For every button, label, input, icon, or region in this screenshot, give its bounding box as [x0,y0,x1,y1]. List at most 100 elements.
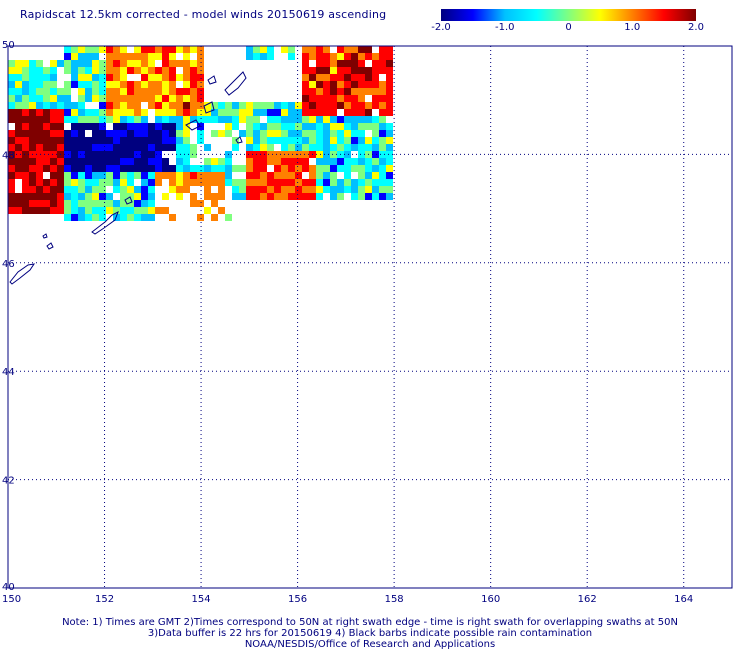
wind-difference-cell [148,130,155,137]
wind-difference-cell [134,137,141,144]
wind-difference-cell [29,130,36,137]
wind-difference-cell [78,165,85,172]
wind-difference-cell [106,60,113,67]
wind-difference-cell [43,179,50,186]
wind-difference-cell [246,53,253,60]
wind-difference-cell [85,67,92,74]
wind-difference-cell [183,144,190,151]
wind-difference-cell [344,67,351,74]
wind-difference-cell [281,102,288,109]
latitude-label: 42 [2,476,15,487]
wind-difference-cell [141,179,148,186]
wind-difference-cell [232,116,239,123]
wind-difference-cell [309,109,316,116]
wind-difference-cell [204,165,211,172]
wind-difference-cell [71,60,78,67]
wind-difference-cell [141,200,148,207]
wind-difference-cell [78,81,85,88]
wind-difference-cell [302,179,309,186]
wind-difference-cell [85,81,92,88]
wind-difference-cell [85,172,92,179]
wind-difference-cell [372,193,379,200]
wind-difference-cell [330,102,337,109]
wind-difference-cell [50,67,57,74]
wind-difference-cell [344,158,351,165]
wind-difference-cell [337,123,344,130]
wind-difference-cell [379,137,386,144]
wind-difference-cell [309,130,316,137]
wind-difference-cell [211,116,218,123]
wind-difference-cell [36,88,43,95]
wind-difference-cell [113,186,120,193]
wind-difference-cell [379,172,386,179]
wind-difference-cell [127,81,134,88]
wind-difference-cell [148,179,155,186]
wind-difference-cell [316,88,323,95]
wind-difference-cell [379,130,386,137]
wind-difference-cell [36,179,43,186]
wind-difference-cell [197,137,204,144]
wind-difference-cell [148,137,155,144]
wind-difference-cell [169,88,176,95]
wind-difference-cell [288,53,295,60]
wind-difference-cell [190,172,197,179]
wind-difference-cell [120,137,127,144]
wind-difference-cell [57,165,64,172]
wind-difference-cell [386,165,393,172]
wind-difference-cell [183,53,190,60]
wind-difference-cell [190,144,197,151]
wind-difference-cell [71,172,78,179]
wind-difference-cell [372,151,379,158]
wind-difference-cell [372,88,379,95]
wind-difference-cell [323,172,330,179]
wind-difference-cell [253,137,260,144]
wind-difference-cell [99,109,106,116]
wind-difference-cell [99,144,106,151]
wind-difference-cell [169,81,176,88]
wind-difference-cell [78,53,85,60]
wind-difference-cell [127,214,134,221]
wind-difference-cell [372,123,379,130]
wind-difference-cell [302,60,309,67]
wind-difference-cell [8,109,15,116]
wind-difference-cell [330,116,337,123]
wind-difference-cell [78,193,85,200]
wind-difference-cell [232,102,239,109]
wind-difference-cell [344,95,351,102]
wind-difference-cell [85,186,92,193]
wind-difference-cell [134,193,141,200]
wind-difference-cell [162,137,169,144]
wind-difference-cell [176,130,183,137]
wind-difference-cell [78,158,85,165]
wind-difference-cell [190,60,197,67]
wind-difference-cell [155,179,162,186]
wind-difference-cell [274,186,281,193]
wind-difference-cell [106,151,113,158]
wind-difference-cell [134,95,141,102]
wind-difference-cell [302,95,309,102]
wind-difference-cell [337,81,344,88]
wind-difference-cell [78,102,85,109]
wind-difference-cell [365,123,372,130]
wind-difference-cell [302,186,309,193]
wind-difference-cell [309,67,316,74]
wind-difference-cell [365,46,372,53]
wind-difference-cell [323,186,330,193]
wind-difference-cell [43,186,50,193]
wind-difference-cell [365,67,372,74]
wind-difference-cell [127,151,134,158]
wind-difference-cell [106,193,113,200]
wind-difference-cell [120,130,127,137]
wind-difference-cell [211,172,218,179]
wind-difference-cell [246,158,253,165]
wind-difference-cell [99,60,106,67]
wind-difference-cell [260,53,267,60]
wind-difference-cell [197,116,204,123]
wind-difference-cell [337,165,344,172]
wind-difference-cell [365,109,372,116]
wind-difference-cell [302,67,309,74]
wind-difference-cell [190,179,197,186]
wind-difference-cell [358,116,365,123]
wind-difference-cell [337,88,344,95]
wind-difference-cell [302,193,309,200]
